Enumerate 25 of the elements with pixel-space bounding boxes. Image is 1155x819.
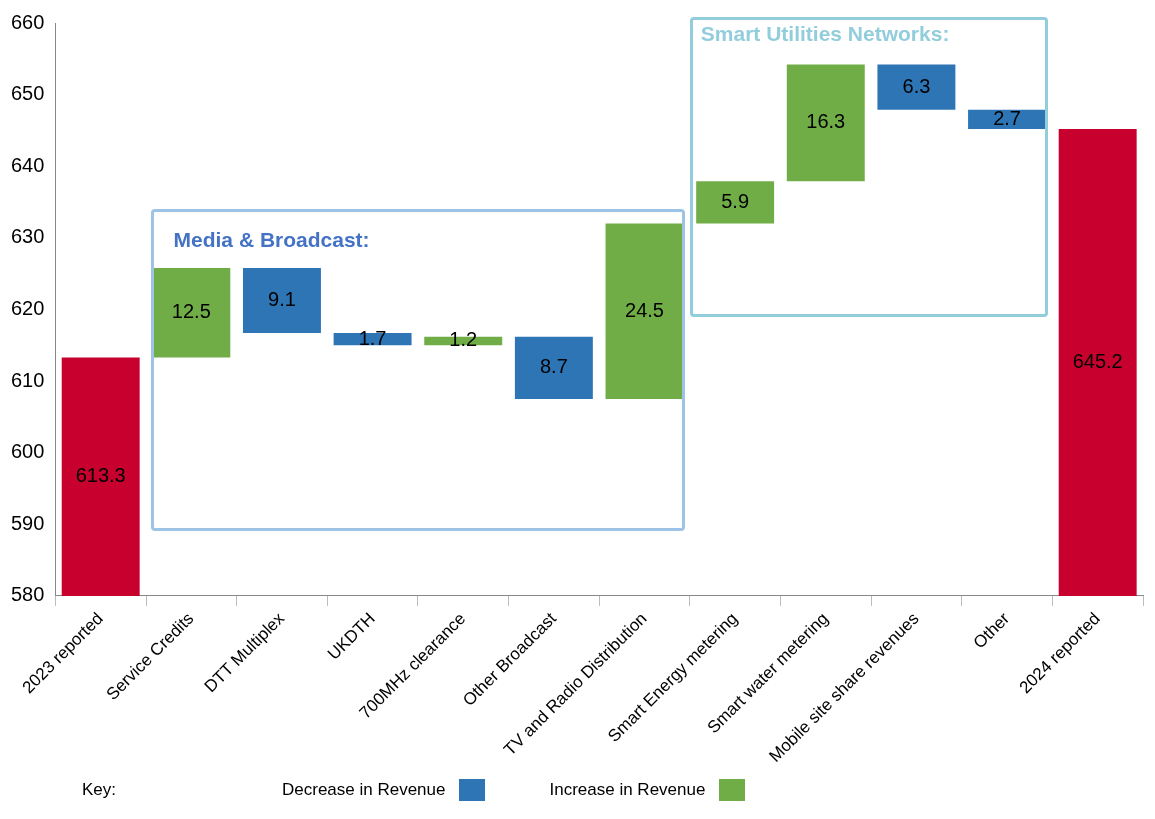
data-label: 16.3 — [806, 110, 846, 133]
data-label: 5.9 — [721, 189, 750, 212]
data-label: 8.7 — [539, 355, 568, 378]
y-tick-label: 580 — [10, 583, 45, 606]
y-tick-label: 660 — [10, 10, 45, 33]
y-tick-label: 590 — [10, 511, 45, 534]
y-tick-label: 650 — [10, 82, 45, 105]
y-tick-label: 630 — [10, 225, 45, 248]
data-label: 645.2 — [1072, 349, 1123, 372]
legend-title: Key: — [82, 780, 118, 800]
y-tick-label: 600 — [10, 440, 45, 463]
data-label: 6.3 — [902, 74, 931, 97]
y-tick-label: 640 — [10, 153, 45, 176]
data-label: 1.7 — [358, 326, 387, 349]
annotation: Smart Utilities Networks: — [700, 22, 950, 47]
annotation: Media & Broadcast: — [173, 228, 370, 253]
legend-label: Decrease in Revenue — [282, 780, 446, 800]
legend-label: Increase in Revenue — [549, 780, 706, 800]
data-label: 2.7 — [993, 106, 1021, 129]
data-label: 12.5 — [171, 300, 211, 323]
y-tick-label: 610 — [10, 368, 45, 391]
data-label: 9.1 — [268, 288, 296, 311]
data-label: 613.3 — [75, 464, 126, 487]
data-label: 24.5 — [625, 298, 664, 321]
y-tick-label: 620 — [10, 296, 45, 319]
